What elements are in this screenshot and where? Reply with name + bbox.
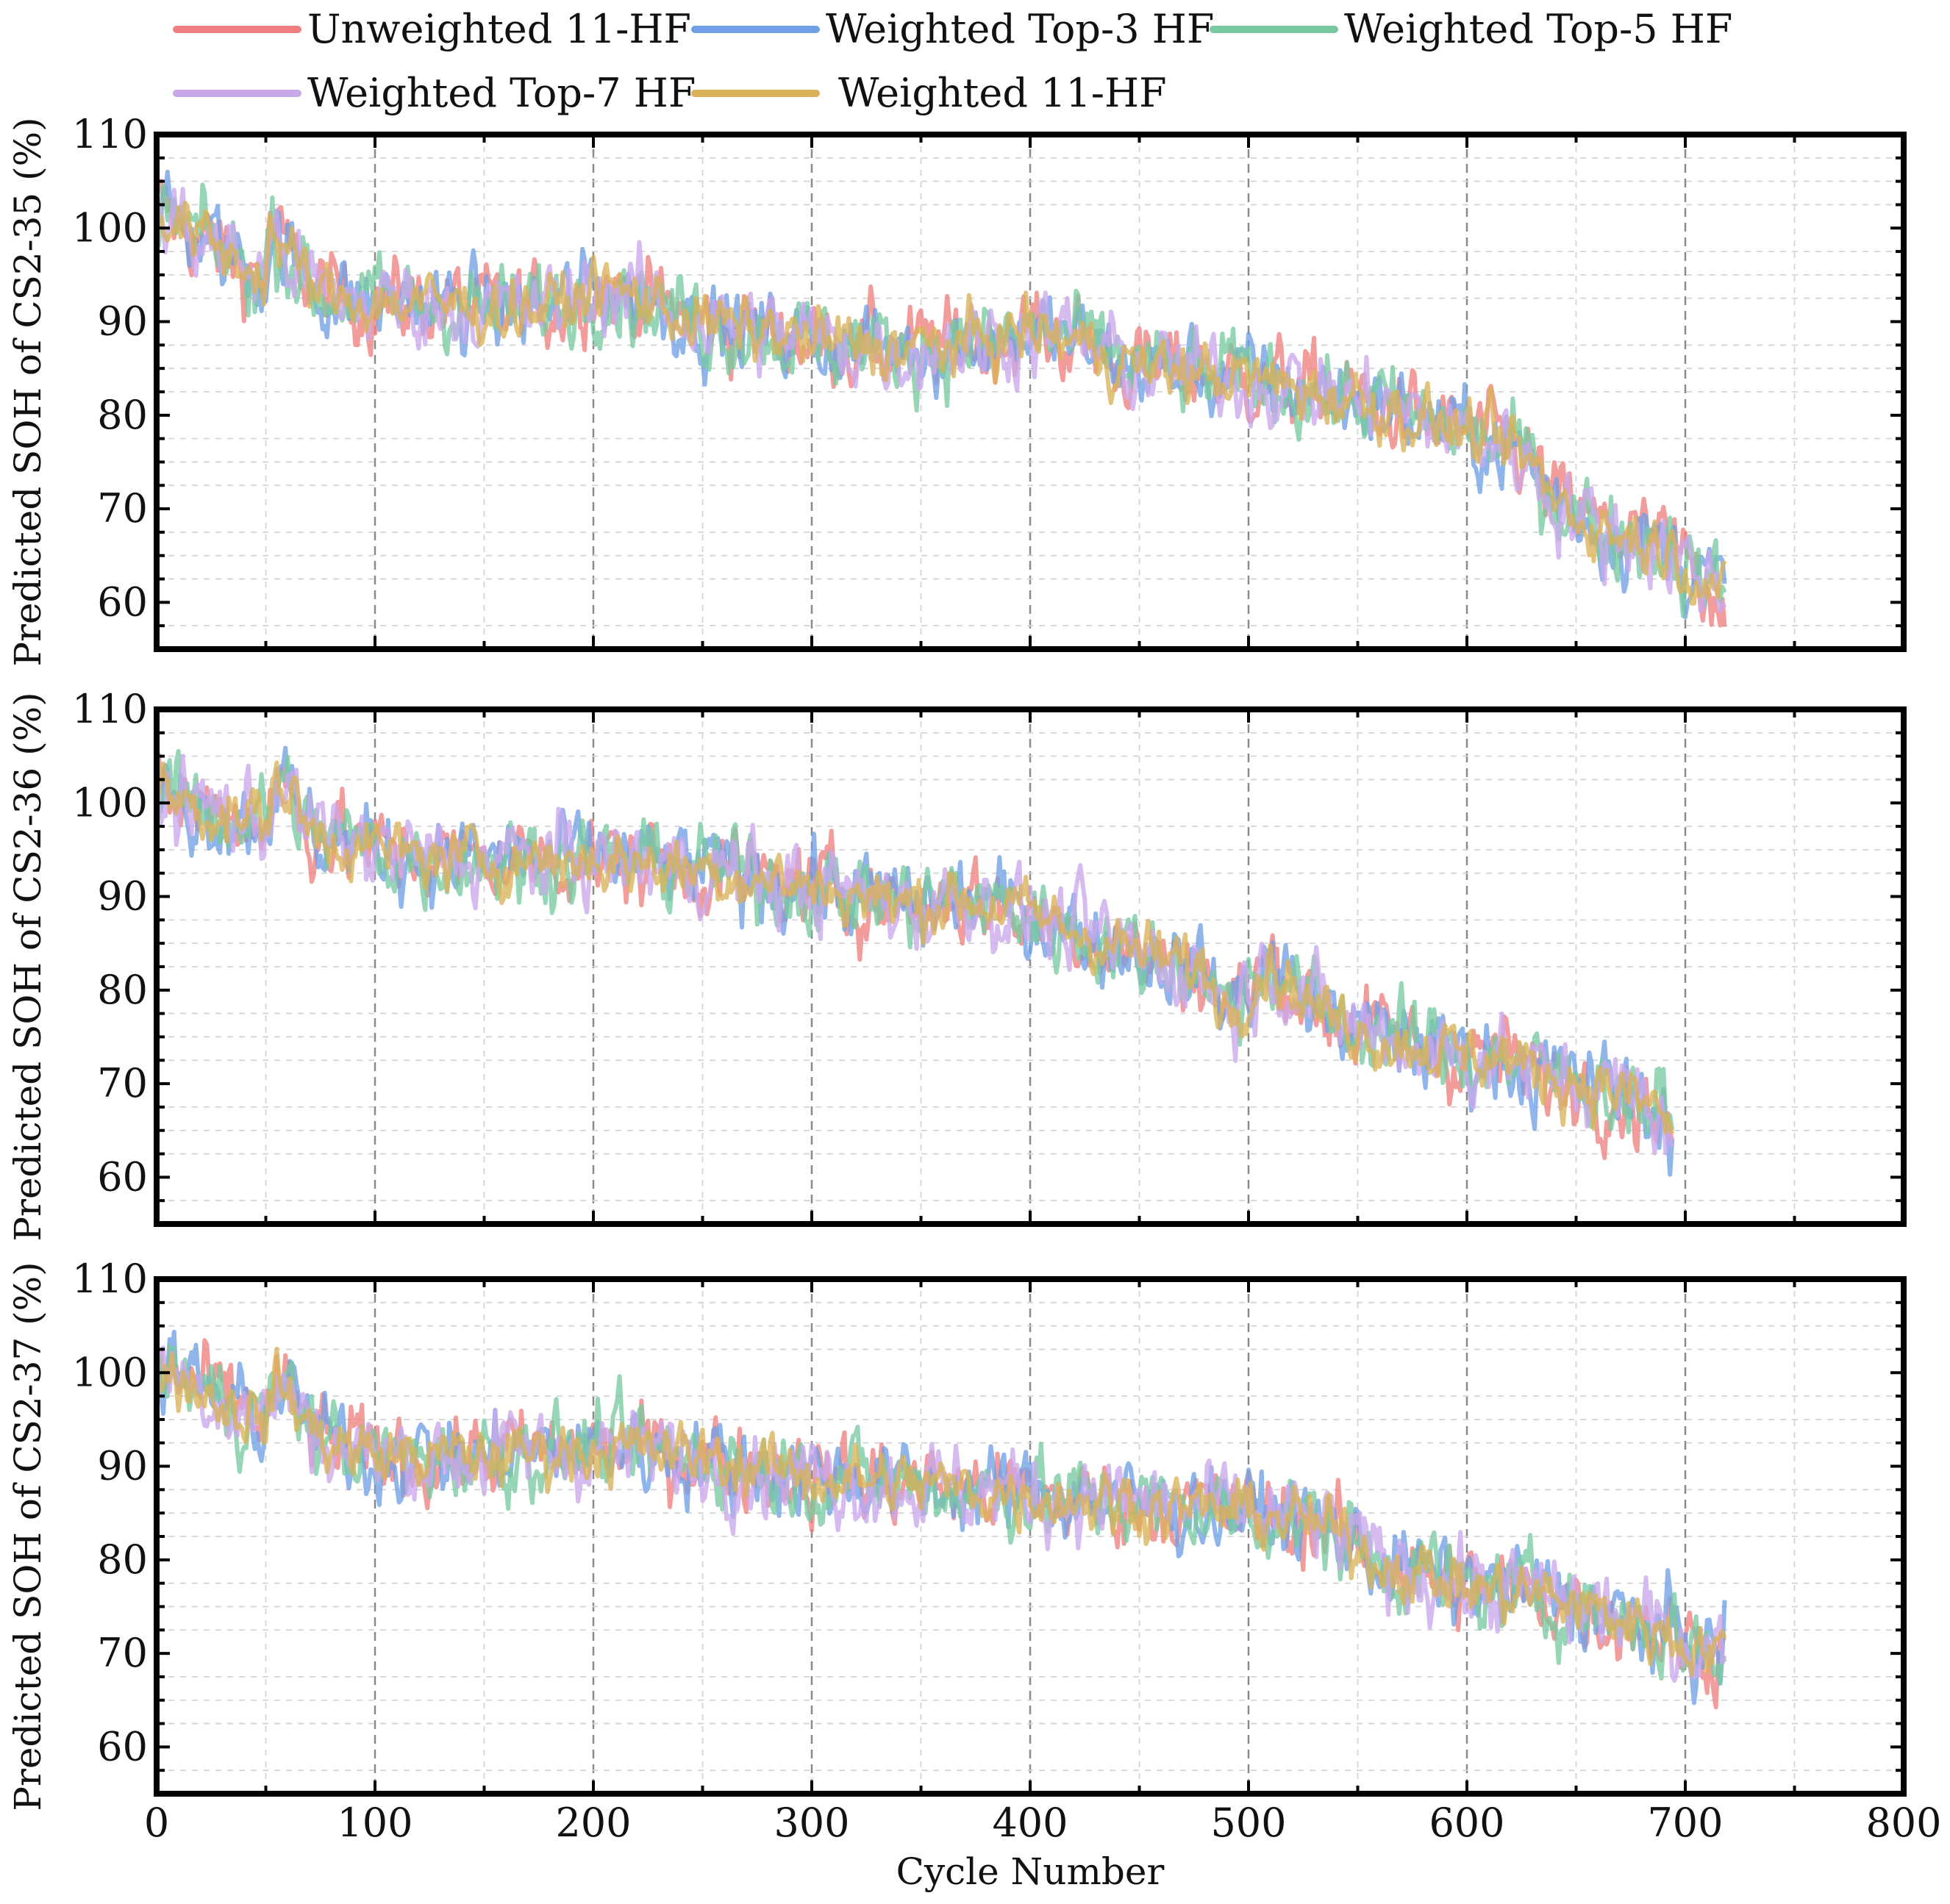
y-tick-label: 100 — [72, 1349, 148, 1395]
grid — [157, 709, 1904, 1224]
x-tick-label: 100 — [337, 1800, 413, 1846]
x-tick-label: 700 — [1647, 1800, 1723, 1846]
y-tick-label: 60 — [97, 1723, 148, 1769]
grid — [157, 1279, 1904, 1794]
series-line-weighted-top-7-hf — [154, 754, 1675, 1156]
legend-label-weighted-top7-hf: Weighted Top-7 HF — [307, 70, 696, 116]
y-tick-label: 70 — [97, 485, 148, 532]
y-tick-label: 80 — [97, 967, 148, 1013]
x-tick-label: 300 — [774, 1800, 849, 1846]
series-line-weighted-top-3-hf — [154, 1329, 1727, 1706]
chart-panel-cs2-36: 60 70 80 90 100 110 Predicted SOH of CS2-36 (… — [7, 686, 1907, 1242]
legend-label-weighted-top3-hf: Weighted Top-3 HF — [826, 6, 1214, 52]
y-tick-label: 110 — [72, 686, 148, 732]
y-tick-label: 80 — [97, 392, 148, 438]
series-group — [154, 169, 1727, 628]
legend-label-weighted-11-hf: Weighted 11-HF — [838, 70, 1167, 116]
y-tick-label: 100 — [72, 204, 148, 251]
y-tick-label: 70 — [97, 1630, 148, 1676]
x-tick-label: 200 — [555, 1800, 631, 1846]
tick-labels: 60 70 80 90 100 110 — [72, 686, 148, 1200]
legend-entry-weighted-11-hf: Weighted 11-HF — [691, 70, 1167, 116]
y-tick-label: 90 — [97, 873, 148, 920]
series-line-weighted-top-5-hf — [154, 182, 1727, 618]
series-group — [154, 1329, 1727, 1710]
series-line-weighted-11-hf — [154, 760, 1675, 1135]
y-tick-label: 100 — [72, 779, 148, 826]
tick-marks — [157, 135, 1904, 649]
x-tick-label: 0 — [144, 1800, 169, 1846]
y-axis-title-cs2-37: Predicted SOH of CS2-37 (%) — [7, 1261, 49, 1811]
y-tick-label: 90 — [97, 1443, 148, 1489]
y-tick-label: 60 — [97, 1153, 148, 1200]
legend-label-weighted-top5-hf: Weighted Top-5 HF — [1344, 6, 1732, 52]
tick-marks — [157, 1279, 1904, 1794]
chart-panel-cs2-35: 60 70 80 90 100 110 Predicted SOH of CS2-35 (… — [7, 111, 1907, 667]
series-group — [154, 745, 1675, 1177]
y-axis-title-cs2-36: Predicted SOH of CS2-36 (%) — [7, 692, 49, 1241]
series-line-weighted-11-hf — [154, 1347, 1727, 1678]
series-line-weighted-top-5-hf — [154, 1344, 1727, 1686]
x-tick-label: 800 — [1865, 1800, 1941, 1846]
y-tick-label: 70 — [97, 1060, 148, 1106]
x-tick-label: 400 — [992, 1800, 1068, 1846]
y-tick-label: 80 — [97, 1536, 148, 1583]
legend-entry-weighted-top5-hf: Weighted Top-5 HF — [1210, 6, 1732, 52]
tick-labels: 60 70 80 90 100 110 0 100 200 300 400 500 600 700 800 — [72, 1256, 1942, 1846]
series-line-unweighted-11-hf — [154, 752, 1675, 1161]
legend-entry-weighted-top3-hf: Weighted Top-3 HF — [691, 6, 1214, 52]
y-tick-label: 90 — [97, 298, 148, 345]
series-line-weighted-11-hf — [154, 193, 1727, 606]
tick-marks — [157, 709, 1904, 1224]
series-line-weighted-top-3-hf — [154, 745, 1675, 1177]
legend: Unweighted 11-HF Weighted Top-3 HF Weigh… — [173, 6, 1732, 116]
y-axis-title-cs2-35: Predicted SOH of CS2-35 (%) — [7, 117, 49, 666]
legend-label-unweighted-11-hf: Unweighted 11-HF — [307, 6, 691, 52]
y-tick-label: 110 — [72, 1256, 148, 1302]
tick-labels: 60 70 80 90 100 110 — [72, 111, 148, 625]
legend-entry-unweighted-11-hf: Unweighted 11-HF — [173, 6, 691, 52]
legend-entry-weighted-top7-hf: Weighted Top-7 HF — [173, 70, 696, 116]
y-tick-label: 110 — [72, 111, 148, 157]
y-tick-label: 60 — [97, 579, 148, 625]
x-axis-title: Cycle Number — [896, 1850, 1165, 1893]
series-line-unweighted-11-hf — [154, 1338, 1727, 1710]
x-tick-label: 500 — [1210, 1800, 1286, 1846]
x-tick-label: 600 — [1429, 1800, 1504, 1846]
